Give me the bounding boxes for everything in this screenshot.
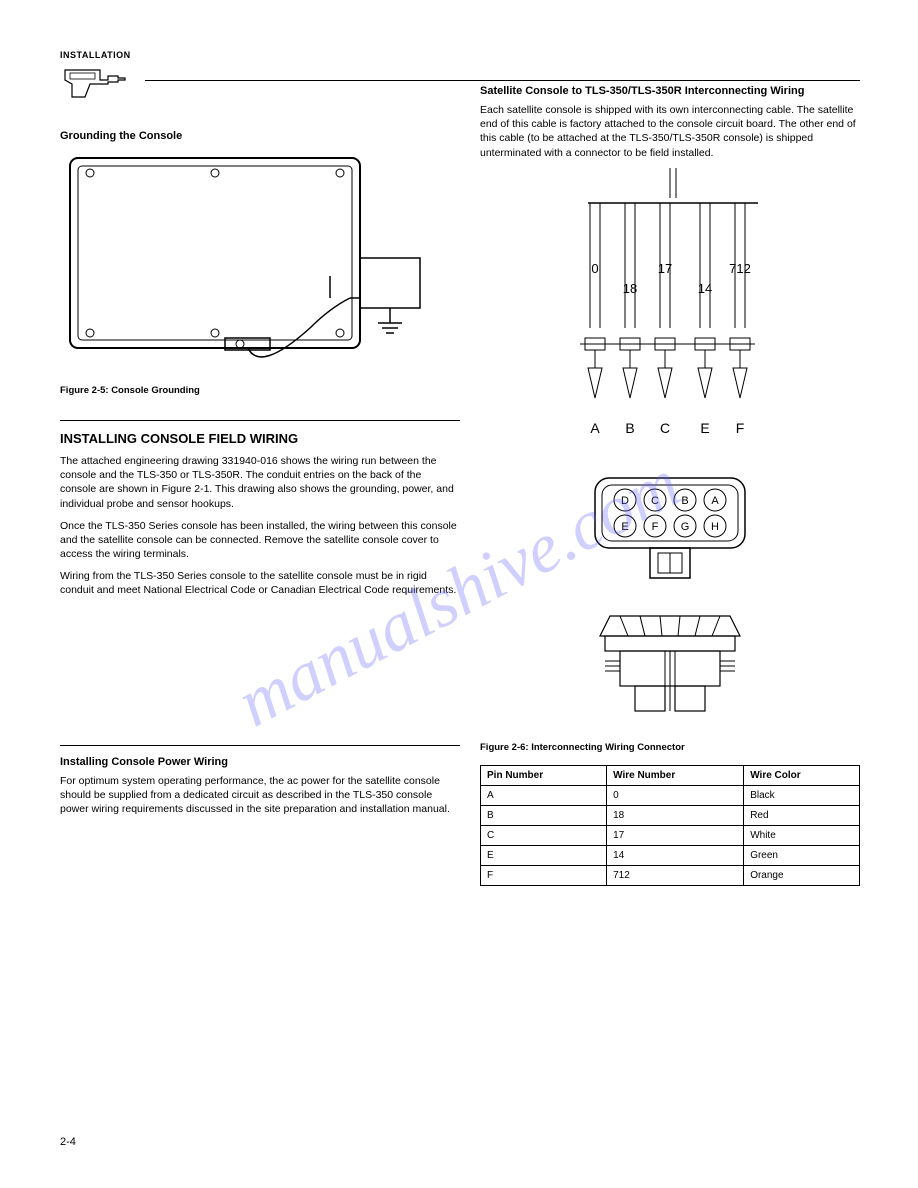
svg-text:G: G <box>681 521 690 533</box>
cell: White <box>744 825 860 845</box>
table-row: C 17 White <box>481 825 860 845</box>
figure-connector-side <box>580 606 760 736</box>
cell: Red <box>744 805 860 825</box>
cell: 14 <box>607 845 744 865</box>
cell: Green <box>744 845 860 865</box>
svg-text:E: E <box>621 521 628 533</box>
field-wiring-para2: Once the TLS-350 Series console has been… <box>60 519 460 562</box>
svg-text:14: 14 <box>698 281 712 296</box>
power-para1: For optimum system operating performance… <box>60 774 460 817</box>
cell: Orange <box>744 865 860 885</box>
caption-interconnect: Figure 2-6: Interconnecting Wiring Conne… <box>480 742 860 753</box>
svg-text:0: 0 <box>591 261 598 276</box>
cell: B <box>481 805 607 825</box>
cell: E <box>481 845 607 865</box>
cell: C <box>481 825 607 845</box>
divider-field-wiring <box>60 420 460 421</box>
pin-table: Pin Number Wire Number Wire Color A 0 Bl… <box>480 765 860 886</box>
svg-text:C: C <box>651 495 659 507</box>
interconnect-para1: Each satellite console is shipped with i… <box>480 103 860 160</box>
table-row: B 18 Red <box>481 805 860 825</box>
table-header-row: Pin Number Wire Number Wire Color <box>481 765 860 785</box>
table-row: F 712 Orange <box>481 865 860 885</box>
heading-interconnect: Satellite Console to TLS-350/TLS-350R In… <box>480 85 860 97</box>
cell: 712 <box>607 865 744 885</box>
divider-power <box>60 745 460 746</box>
table-row: A 0 Black <box>481 785 860 805</box>
page-number: 2-4 <box>60 1136 76 1148</box>
svg-text:F: F <box>736 420 745 436</box>
heading-power: Installing Console Power Wiring <box>60 756 460 768</box>
cell: F <box>481 865 607 885</box>
field-wiring-para3: Wiring from the TLS-350 Series console t… <box>60 569 460 597</box>
header-rule <box>145 80 860 81</box>
figure-wiring-fanout: 0 17 712 18 14 A B <box>540 168 800 458</box>
svg-text:17: 17 <box>658 261 672 276</box>
th-wire-color: Wire Color <box>744 765 860 785</box>
cell: 0 <box>607 785 744 805</box>
cell: A <box>481 785 607 805</box>
th-pin: Pin Number <box>481 765 607 785</box>
svg-text:H: H <box>711 521 719 533</box>
cell: 18 <box>607 805 744 825</box>
header-installation-icon: INSTALLATION <box>60 50 131 105</box>
heading-grounding: Grounding the Console <box>60 130 460 142</box>
svg-text:712: 712 <box>729 261 751 276</box>
field-wiring-para1: The attached engineering drawing 331940-… <box>60 454 460 511</box>
header-label: INSTALLATION <box>60 50 131 60</box>
svg-text:F: F <box>652 521 659 533</box>
svg-text:D: D <box>621 495 629 507</box>
svg-text:B: B <box>681 495 688 507</box>
svg-text:A: A <box>711 495 719 507</box>
figure-grounding <box>60 148 460 378</box>
caption-grounding: Figure 2-5: Console Grounding <box>60 385 460 396</box>
drill-icon <box>60 62 130 102</box>
svg-text:18: 18 <box>623 281 637 296</box>
th-wire-num: Wire Number <box>607 765 744 785</box>
cell: 17 <box>607 825 744 845</box>
svg-text:C: C <box>660 420 670 436</box>
svg-text:E: E <box>700 420 709 436</box>
svg-text:B: B <box>625 420 634 436</box>
figure-connector-face: D C B A E F G H <box>580 468 760 598</box>
table-row: E 14 Green <box>481 845 860 865</box>
svg-text:A: A <box>590 420 600 436</box>
heading-field-wiring: INSTALLING CONSOLE FIELD WIRING <box>60 431 460 446</box>
cell: Black <box>744 785 860 805</box>
